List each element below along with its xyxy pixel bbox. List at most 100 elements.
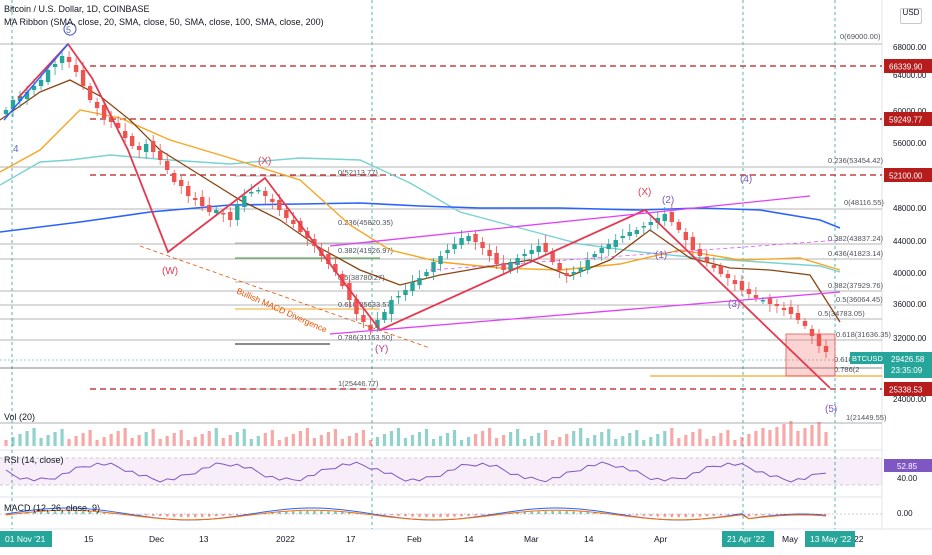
channel-line — [429, 239, 841, 271]
time-axis-label: 22 — [854, 534, 864, 544]
candle-body — [122, 131, 128, 138]
fib-level-label: 0(69000.00) — [840, 32, 881, 41]
price-level-badge-text: 66339.90 — [889, 63, 923, 72]
macd-histogram-bar — [88, 511, 92, 514]
macd-histogram-bar — [439, 514, 442, 517]
candle-body — [3, 110, 9, 114]
time-axis-label: 15 — [84, 534, 94, 544]
macd-histogram-bar — [565, 511, 568, 514]
volume-bar — [607, 429, 611, 446]
candle-body — [235, 205, 240, 220]
wave-count-line — [3, 43, 69, 121]
volume-bar — [368, 440, 373, 446]
candle-body — [291, 220, 296, 224]
candle-body — [31, 86, 37, 90]
candle-body — [52, 64, 58, 67]
macd-histogram-bar — [95, 511, 99, 514]
fib-level-label: 0.236(53454.42) — [828, 156, 884, 165]
macd-histogram-bar — [158, 514, 162, 517]
wave-label: (5) — [825, 404, 837, 415]
candle-body — [550, 251, 555, 262]
wave-label: (3) — [728, 299, 740, 310]
wave-label: 4 — [13, 144, 19, 155]
candle-body — [136, 146, 142, 150]
volume-bar — [494, 438, 499, 446]
sma200-line — [0, 202, 841, 233]
candle-body — [613, 240, 618, 247]
wave-label: (W) — [162, 266, 178, 277]
time-axis-label: 17 — [346, 534, 356, 544]
volume-bar — [817, 422, 821, 446]
macd-histogram-bar — [516, 512, 519, 514]
macd-legend[interactable]: MACD (12, 26, close, 9) — [4, 503, 101, 513]
volume-bar — [403, 438, 408, 446]
candle-body — [641, 226, 646, 228]
candle-body — [732, 280, 738, 284]
fib-level-label: 0(52113.77) — [338, 168, 378, 177]
macd-histogram-bar — [586, 511, 590, 514]
rsi-legend[interactable]: RSI (14, close) — [4, 455, 64, 465]
time-axis-label: 13 — [199, 534, 209, 544]
candle-body — [361, 315, 366, 322]
macd-histogram-bar — [214, 514, 218, 517]
volume-bar — [487, 428, 492, 446]
candle-body — [669, 212, 675, 222]
ma-ribbon-legend[interactable]: MA Ribbon (SMA, close, 20, SMA, close, 5… — [4, 17, 324, 27]
fib-level-label: 0.882(37929.76) — [828, 281, 884, 290]
macd-histogram-bar — [383, 514, 386, 515]
volume-bar — [733, 440, 737, 446]
volume-bar — [32, 428, 36, 446]
volume-bar — [109, 434, 113, 446]
volume-bar — [726, 430, 730, 446]
macd-histogram-bar — [467, 514, 470, 516]
currency-scale-button[interactable]: USD — [900, 8, 922, 24]
candle-body — [263, 191, 268, 196]
candle-body — [480, 242, 485, 248]
volume-bar — [123, 428, 127, 446]
candle-body — [767, 298, 773, 304]
volume-bar — [305, 428, 309, 446]
channel-line — [329, 291, 841, 335]
candle-body — [284, 210, 289, 218]
macd-histogram-bar — [719, 514, 723, 516]
candle-body — [164, 161, 170, 170]
price-level-badge — [884, 59, 932, 73]
volume-bar — [509, 432, 513, 446]
macd-signal-line — [5, 509, 827, 521]
macd-histogram-bar — [691, 514, 695, 517]
time-axis-label: Mar — [524, 534, 539, 544]
macd-histogram-bar — [228, 514, 232, 516]
macd-histogram-bar — [558, 511, 561, 514]
candle-body — [389, 300, 394, 314]
macd-histogram-bar — [235, 514, 239, 516]
fib-level-label: 0.786(31153.50) — [338, 333, 393, 342]
macd-histogram-bar — [684, 514, 688, 517]
macd-histogram-bar — [123, 513, 127, 515]
candle-body — [585, 260, 590, 270]
candle-body — [473, 234, 478, 242]
candle-body — [410, 282, 415, 291]
macd-histogram-bar — [299, 511, 302, 514]
candle-body — [101, 105, 107, 118]
candle-body — [445, 250, 450, 253]
volume-bar — [4, 440, 8, 446]
candle-body — [578, 268, 583, 272]
macd-histogram-bar — [481, 514, 484, 515]
volume-bar — [67, 439, 71, 446]
candle-body — [228, 212, 233, 220]
candle-body — [725, 274, 731, 278]
macd-histogram-bar — [60, 511, 64, 514]
macd-histogram-bar — [278, 511, 281, 514]
macd-histogram-bar — [200, 514, 204, 517]
candle-body — [382, 312, 387, 320]
candle-body — [795, 313, 801, 320]
volume-bar — [158, 439, 162, 446]
wave-label: (X) — [258, 156, 271, 167]
candle-body — [270, 199, 275, 202]
price-axis-tick: 68000.00 — [893, 43, 927, 52]
volume-bar — [200, 434, 204, 446]
macd-histogram-bar — [712, 514, 716, 516]
volume-legend[interactable]: Vol (20) — [4, 412, 36, 422]
candle-body — [452, 244, 457, 249]
